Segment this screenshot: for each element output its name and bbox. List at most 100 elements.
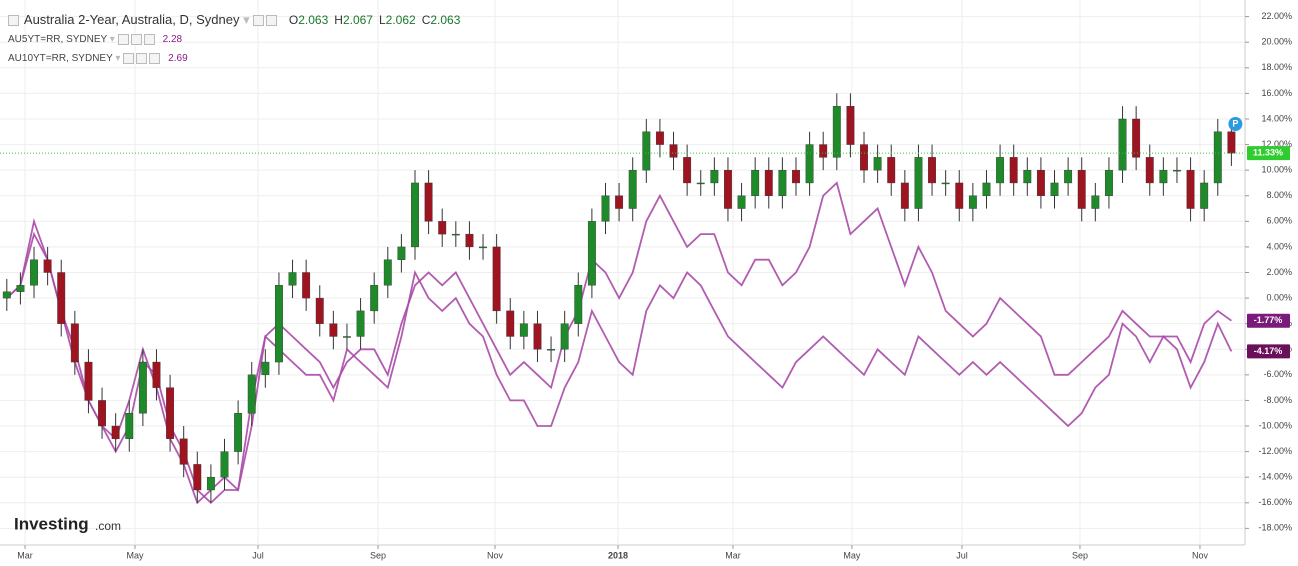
candle-body xyxy=(928,157,936,184)
y-tick-label: 8.00% xyxy=(1266,190,1292,200)
ohlc-item: L2.062 xyxy=(379,13,416,27)
close-icon[interactable] xyxy=(143,33,155,45)
candle-body xyxy=(1145,157,1154,184)
candle-body xyxy=(900,182,909,209)
candle-body xyxy=(1132,118,1141,158)
candle-body xyxy=(601,195,610,222)
y-tick-label: 10.00% xyxy=(1261,165,1292,175)
x-tick-label: Sep xyxy=(1072,550,1088,560)
x-tick-label: Nov xyxy=(1192,550,1209,560)
y-tick-label: 16.00% xyxy=(1261,88,1292,98)
y-tick-label: -16.00% xyxy=(1258,497,1292,507)
y-tick-label: 12.00% xyxy=(1261,139,1292,149)
candle-body xyxy=(397,246,406,260)
series-value: 2.69 xyxy=(168,53,188,64)
x-tick-label: Sep xyxy=(370,550,386,560)
last-value-box xyxy=(1247,344,1290,359)
ohlc-item: O2.063 xyxy=(289,13,328,27)
candle-body xyxy=(111,425,120,440)
candle-body xyxy=(274,285,283,363)
candle-body xyxy=(547,349,556,351)
settings-icon[interactable] xyxy=(123,52,135,64)
candle-body xyxy=(370,285,379,312)
series-legend: AU5YT=RR, SYDNEY ▾ 2.28 xyxy=(8,33,183,45)
title: Australia 2-Year, Australia, D, Sydney xyxy=(23,12,240,27)
candle-body xyxy=(43,259,52,273)
candle-body xyxy=(125,413,134,440)
candle-body xyxy=(587,221,596,286)
watermark-suffix: .com xyxy=(95,519,121,533)
ohlc: O2.063 H2.067 L2.062 C2.063 xyxy=(283,12,461,27)
close-icon[interactable] xyxy=(149,52,161,64)
candle-body xyxy=(424,182,433,222)
badge-label: P xyxy=(1232,118,1238,128)
candle-body xyxy=(138,361,147,414)
x-tick-label: Jul xyxy=(252,550,264,560)
candle-body xyxy=(1023,169,1032,184)
candle-body xyxy=(179,438,188,465)
candle-body xyxy=(247,374,256,414)
candle-body xyxy=(805,144,814,184)
last-value-label: -4.17% xyxy=(1254,346,1283,356)
x-tick-label: Mar xyxy=(725,550,741,560)
y-tick-label: -6.00% xyxy=(1263,369,1292,379)
candle-body xyxy=(302,272,311,299)
candle-body xyxy=(941,182,950,185)
ohlc-value: 2.067 xyxy=(342,13,373,27)
dropdown[interactable]: ▾ xyxy=(243,12,250,27)
settings-icon[interactable] xyxy=(117,33,129,45)
candle-body xyxy=(261,361,270,376)
grid xyxy=(0,0,1245,545)
candle-body xyxy=(628,169,637,209)
candle-body xyxy=(968,195,977,209)
candle-body xyxy=(57,272,66,324)
candle-body xyxy=(873,157,882,171)
series-value: 2.28 xyxy=(162,34,183,45)
candle-body xyxy=(615,195,624,209)
candle-body xyxy=(710,169,719,184)
candle-body xyxy=(492,246,501,312)
candle-body xyxy=(1077,169,1086,209)
candle-body xyxy=(220,451,229,478)
y-tick-label: -10.00% xyxy=(1258,420,1292,430)
candle-body xyxy=(288,272,297,286)
y-tick-label: 22.00% xyxy=(1261,11,1292,21)
ohlc-value: 2.063 xyxy=(298,13,329,27)
candle-body xyxy=(792,169,800,184)
candle-body xyxy=(1009,157,1018,184)
candle-body xyxy=(206,476,215,491)
y-tick-label: -14.00% xyxy=(1258,472,1292,482)
eye-icon[interactable] xyxy=(136,52,148,64)
candle-body xyxy=(1050,182,1059,196)
candle-body xyxy=(506,310,515,337)
candle-body xyxy=(533,323,542,350)
collapse-icon[interactable] xyxy=(8,15,19,27)
candle-body xyxy=(329,323,338,337)
y-tick-label: 6.00% xyxy=(1266,216,1292,226)
candle-body xyxy=(655,131,664,145)
candle-body xyxy=(1173,169,1181,172)
candle-body xyxy=(16,285,25,292)
ohlc-label: L xyxy=(378,13,386,27)
candle-body xyxy=(574,285,583,324)
eye-icon[interactable] xyxy=(130,33,142,45)
y-tick-label: 2.00% xyxy=(1266,267,1292,277)
ohlc-label: C xyxy=(421,13,431,27)
x-tick-label: 2018 xyxy=(608,550,628,560)
settings-icon[interactable] xyxy=(253,15,265,27)
eye-icon[interactable] xyxy=(266,15,278,27)
ohlc-value: 2.063 xyxy=(430,13,461,27)
candle-body xyxy=(70,323,79,363)
y-tick-label: 20.00% xyxy=(1261,37,1292,47)
candle-body xyxy=(1186,169,1195,209)
candle-body xyxy=(696,182,705,185)
candle-body xyxy=(1227,131,1236,154)
candle-body xyxy=(764,169,773,196)
candle-body xyxy=(84,361,93,401)
candle-body xyxy=(1200,182,1209,209)
candle-body xyxy=(751,169,760,196)
axes: -18.00% -16.00% -14.00% -12.00% -10.00% -8.00… xyxy=(17,11,1292,560)
candle-body xyxy=(465,233,474,248)
